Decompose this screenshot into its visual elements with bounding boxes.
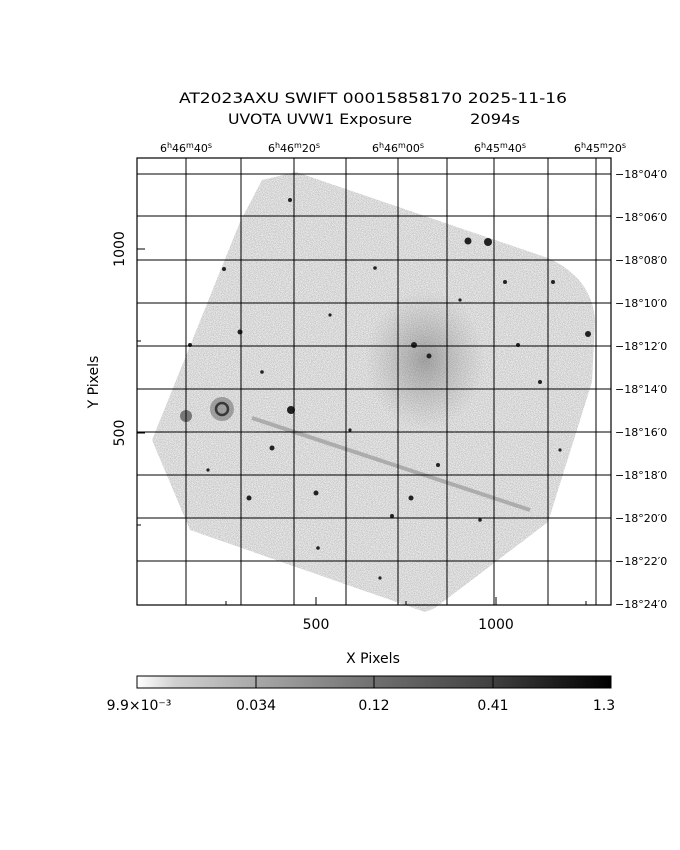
- colorbar-label-1: 0.034: [236, 698, 276, 714]
- x-axis-label: X Pixels: [346, 651, 400, 667]
- dec-tick-9: −18°22′0: [615, 555, 667, 568]
- ra-axis-labels: 6h46m40s 6h46m20s 6h46m00s 6h45m40s 6h45…: [160, 141, 626, 155]
- plot-frame: [136, 157, 612, 606]
- colorbar-label-2: 0.12: [358, 698, 389, 714]
- ra-tick-0: 6h46m40s: [160, 141, 212, 155]
- dec-tick-6: −18°16′0: [615, 426, 667, 439]
- x-tick-1000: 1000: [478, 617, 514, 633]
- dec-tick-3: −18°10′0: [615, 297, 667, 310]
- y-axis-label: Y Pixels: [86, 356, 102, 410]
- ra-tick-1: 6h46m20s: [268, 141, 320, 155]
- dec-tick-8: −18°20′0: [615, 512, 667, 525]
- streak: [251, 416, 531, 512]
- dec-tick-7: −18°18′0: [615, 469, 667, 482]
- galaxy-region: [365, 290, 485, 430]
- dec-axis-labels: −18°04′0 −18°06′0 −18°08′0 −18°10′0 −18°…: [615, 168, 667, 611]
- ra-tick-2: 6h46m00s: [372, 141, 424, 155]
- dec-tick-5: −18°14′0: [615, 383, 667, 396]
- colorbar-label-0: 9.9×10⁻³: [107, 698, 172, 714]
- dec-tick-4: −18°12′0: [615, 340, 667, 353]
- dec-tick-1: −18°06′0: [615, 211, 667, 224]
- ra-tick-4: 6h45m20s: [574, 141, 626, 155]
- y-tick-500: 500: [112, 420, 128, 447]
- colorbar: 9.9×10⁻³ 0.034 0.12 0.41 1.3: [107, 675, 615, 714]
- pixel-axis-ticks: [137, 248, 587, 605]
- ra-tick-3: 6h45m40s: [474, 141, 526, 155]
- colorbar-label-4: 1.3: [593, 698, 615, 714]
- y-tick-1000: 1000: [112, 231, 128, 267]
- dec-tick-2: −18°08′0: [615, 254, 667, 267]
- x-tick-500: 500: [303, 617, 330, 633]
- title-line2-right: 2094s: [470, 112, 520, 128]
- title-line1: AT2023AXU SWIFT 00015858170 2025-11-16: [179, 91, 567, 107]
- title-line2-left: UVOTA UVW1 Exposure: [228, 112, 412, 128]
- coordinate-grid: [137, 158, 611, 605]
- image-field: [152, 172, 595, 612]
- dec-tick-0: −18°04′0: [615, 168, 667, 181]
- dec-tick-10: −18°24′0: [615, 598, 667, 611]
- colorbar-label-3: 0.41: [477, 698, 508, 714]
